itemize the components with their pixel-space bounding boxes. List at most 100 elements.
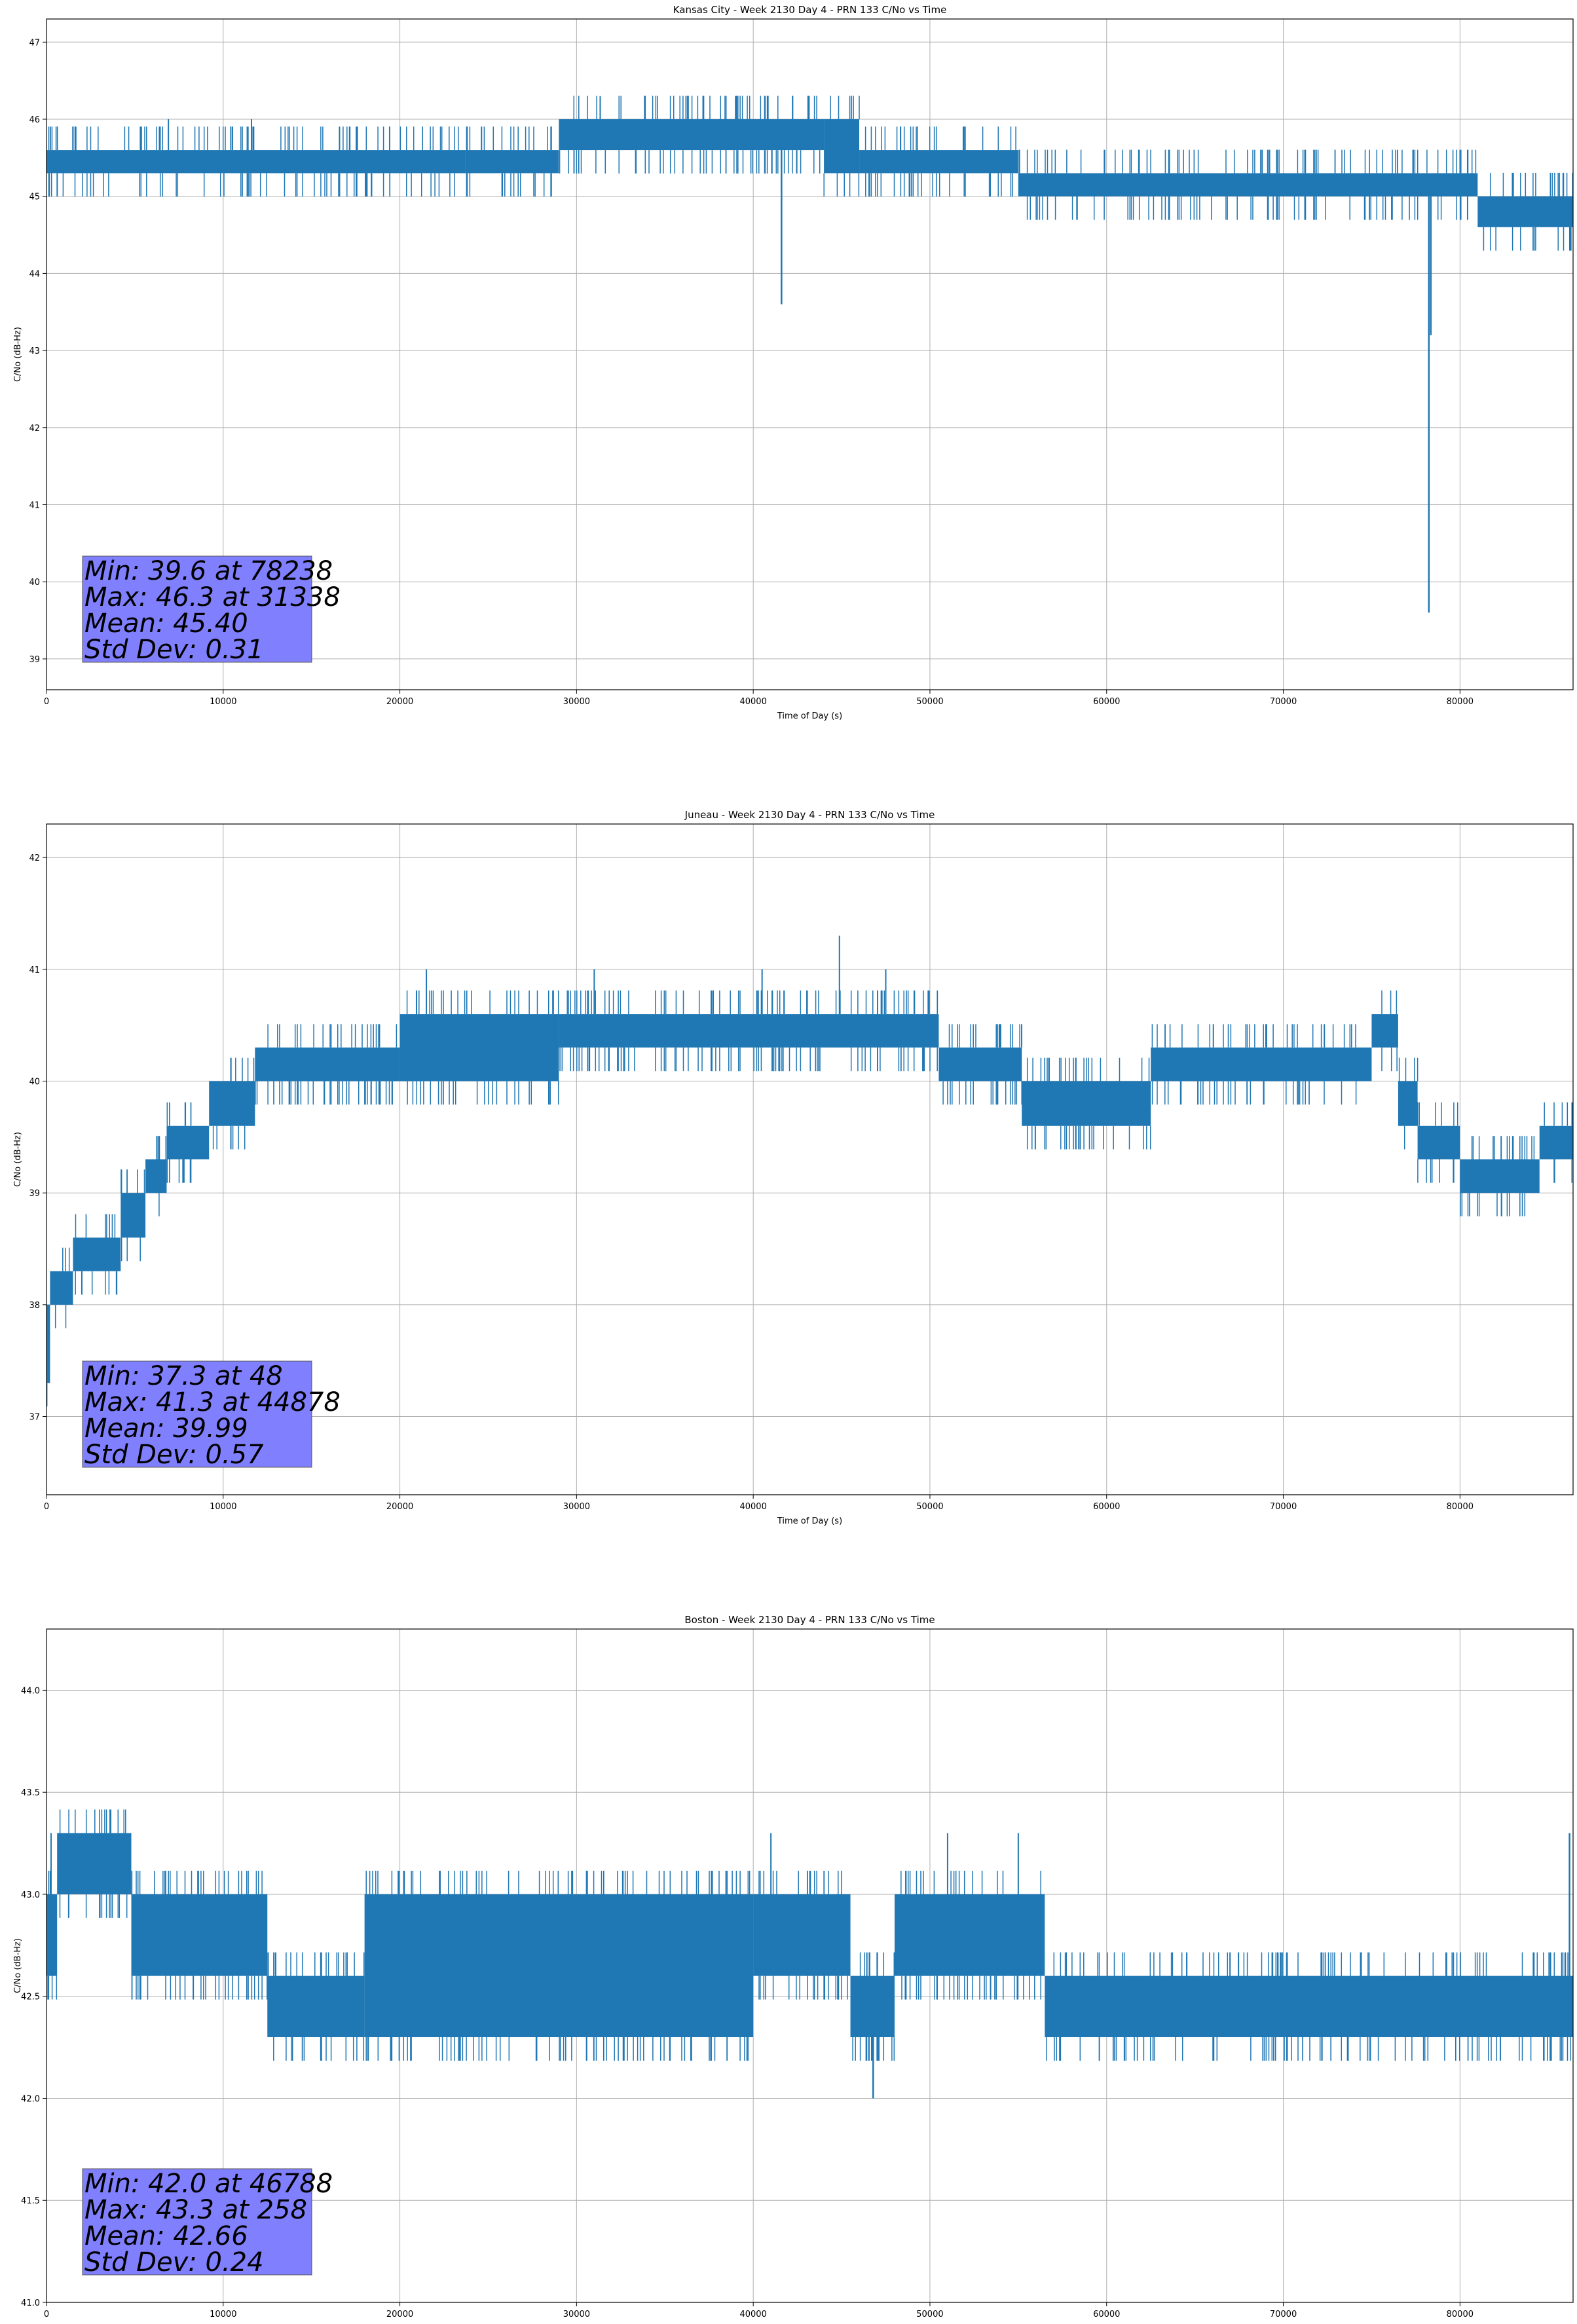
data-band — [57, 1833, 132, 1894]
y-tick-label: 42.0 — [21, 2094, 40, 2104]
stats-max: Max: 41.3 at 44878 — [84, 1387, 341, 1417]
x-tick-label: 50000 — [916, 697, 943, 707]
x-tick-label: 40000 — [739, 697, 766, 707]
noise-trace — [758, 1871, 848, 2000]
stats-min: Min: 42.0 at 46788 — [84, 2169, 333, 2199]
data-band — [255, 1047, 400, 1081]
data-band — [1022, 1081, 1151, 1126]
y-tick-label: 41 — [29, 965, 40, 975]
y-tick-label: 41.5 — [21, 2196, 40, 2206]
x-tick-label: 70000 — [1270, 2310, 1297, 2319]
noise-trace — [75, 1214, 118, 1295]
x-tick-label: 30000 — [563, 1502, 590, 1512]
stats-min: Min: 39.6 at 78238 — [84, 556, 333, 586]
y-tick-label: 42.5 — [21, 1993, 40, 2002]
noise-trace — [1381, 990, 1398, 1072]
y-tick-label: 44 — [29, 269, 40, 279]
x-tick-label: 0 — [44, 2310, 49, 2319]
noise-trace — [1460, 1136, 1535, 1216]
stats-max: Max: 46.3 at 31338 — [84, 582, 341, 612]
data-band — [1151, 1047, 1372, 1081]
stats-std: Std Dev: 0.24 — [84, 2247, 264, 2277]
data-band — [895, 1894, 1045, 1976]
data-band — [46, 150, 466, 174]
noise-trace — [559, 990, 938, 1072]
stats-max: Max: 43.3 at 258 — [84, 2195, 307, 2225]
data-band — [850, 1976, 895, 2038]
data-band — [399, 1014, 559, 1081]
chart-panel-0: 0 10000 20000 30000 40000 50000 60000 70000 8000… — [13, 4, 1574, 721]
y-tick-label: 43 — [29, 347, 40, 356]
x-tick-label: 0 — [44, 1502, 49, 1512]
y-tick-label: 39 — [29, 655, 40, 665]
x-tick-label: 60000 — [1093, 2310, 1120, 2319]
y-tick-label: 42 — [29, 853, 40, 863]
noise-trace — [166, 1102, 192, 1183]
noise-trace — [255, 1024, 398, 1105]
x-tick-label: 70000 — [1270, 1502, 1297, 1512]
noise-trace — [942, 1024, 1022, 1105]
noise-trace — [900, 1871, 1041, 2000]
chart-title: Boston - Week 2130 Day 4 - PRN 133 C/No … — [684, 1614, 935, 1626]
data-band — [1018, 173, 1478, 197]
y-tick-label: 40 — [29, 1078, 40, 1087]
x-axis-label: Time of Day (s) — [777, 1516, 842, 1526]
noise-trace — [1018, 149, 1477, 220]
noise-trace — [267, 1952, 365, 2061]
x-tick-label: 50000 — [916, 2310, 943, 2319]
x-tick-label: 70000 — [1270, 697, 1297, 707]
x-tick-label: 20000 — [386, 1502, 413, 1512]
y-tick-label: 46 — [29, 115, 40, 125]
data-band — [1417, 1125, 1460, 1159]
stats-mean: Mean: 39.99 — [84, 1414, 248, 1444]
y-tick-label: 38 — [29, 1301, 40, 1311]
x-tick-label: 20000 — [386, 2310, 413, 2319]
noise-trace — [212, 1057, 255, 1150]
noise-trace — [131, 1871, 268, 2000]
stats-min: Min: 37.3 at 48 — [84, 1361, 283, 1391]
series-group — [46, 1809, 1573, 2099]
y-axis-label: C/No (dB-Hz) — [13, 1132, 23, 1187]
data-band — [131, 1894, 268, 1976]
y-tick-label: 42 — [29, 424, 40, 434]
x-axis-label: Time of Day (s) — [777, 711, 842, 721]
noise-trace — [406, 990, 559, 1105]
y-tick-label: 44.0 — [21, 1686, 40, 1696]
noise-trace — [47, 1871, 58, 2000]
chart-title: Kansas City - Week 2130 Day 4 - PRN 133 … — [673, 4, 947, 16]
y-tick-label: 39 — [29, 1189, 40, 1199]
x-tick-label: 80000 — [1447, 697, 1474, 707]
plot-frame — [46, 18, 1574, 690]
chart-panel-2: 0 10000 20000 30000 40000 50000 60000 70000 8000… — [13, 1614, 1574, 2319]
data-band — [938, 1047, 1022, 1081]
noise-trace — [1151, 1024, 1357, 1105]
data-band — [1460, 1159, 1540, 1193]
x-tick-label: 0 — [44, 697, 49, 707]
y-tick-label: 37 — [29, 1413, 40, 1423]
data-band — [824, 119, 860, 174]
y-axis-label: C/No (dB-Hz) — [13, 327, 23, 382]
data-band — [1371, 1014, 1398, 1048]
stats-box — [82, 2168, 312, 2276]
data-band — [1045, 1976, 1573, 2038]
data-band — [209, 1081, 255, 1126]
y-tick-label: 41 — [29, 501, 40, 511]
x-tick-label: 60000 — [1093, 1502, 1120, 1512]
noise-trace — [1046, 1952, 1571, 2061]
noise-trace — [466, 126, 552, 197]
stats-box — [82, 1360, 312, 1468]
stats-mean: Mean: 45.40 — [84, 609, 248, 639]
chart-title: Juneau - Week 2130 Day 4 - PRN 133 C/No … — [684, 809, 935, 821]
x-tick-label: 10000 — [210, 697, 236, 707]
noise-trace — [156, 1136, 167, 1216]
data-band — [1477, 196, 1573, 227]
data-band — [46, 1304, 50, 1383]
noise-trace — [1398, 1057, 1419, 1150]
noise-trace — [48, 126, 459, 197]
data-band — [166, 1125, 210, 1159]
series-group — [46, 96, 1573, 613]
series-group — [46, 935, 1573, 1407]
noise-trace — [823, 96, 860, 197]
data-band — [559, 119, 825, 151]
